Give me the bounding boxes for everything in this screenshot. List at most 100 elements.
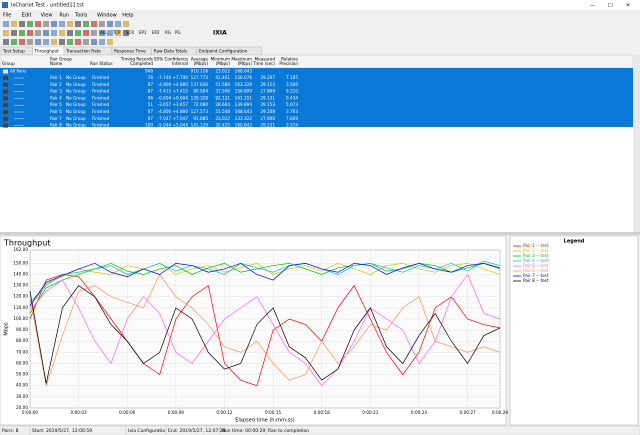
column-header[interactable]: (Mbps) (216, 61, 231, 66)
legend-entry[interactable]: Pair 3 -- test (523, 253, 549, 258)
legend-entry[interactable]: Pair 7 -- test (523, 273, 549, 278)
toolbar-button[interactable] (11, 30, 17, 36)
toolbar-button[interactable] (83, 30, 89, 36)
toolbar-button[interactable] (123, 30, 129, 36)
legend-entry[interactable]: Pair 8 -- test (523, 278, 549, 283)
toolbar-button[interactable] (43, 30, 49, 36)
toolbar-button[interactable] (19, 21, 25, 27)
table-cell[interactable]: Pair 5 (50, 102, 62, 107)
column-header[interactable]: Interval (172, 61, 188, 66)
toolbar-button[interactable] (11, 21, 17, 27)
menu-item[interactable]: Help (122, 13, 133, 19)
toolbar-button[interactable] (19, 39, 25, 45)
toolbar-button[interactable] (83, 39, 89, 45)
column-header[interactable]: 95% Confidence (154, 57, 189, 62)
toolbar-button[interactable] (99, 30, 105, 36)
toolbar-button[interactable] (27, 30, 33, 36)
toolbar-button[interactable] (43, 39, 49, 45)
toolbar-button[interactable] (51, 30, 57, 36)
toolbar-button[interactable] (59, 39, 65, 45)
toolbar-button[interactable] (115, 30, 121, 36)
toolbar-button[interactable] (99, 39, 105, 45)
filter-button[interactable]: ALL (100, 30, 108, 35)
splitter[interactable] (0, 232, 640, 235)
filter-button[interactable]: PG (175, 30, 181, 35)
column-header[interactable]: Timing Records (120, 57, 153, 62)
toolbar-button[interactable] (83, 21, 89, 27)
tab-label[interactable]: Raw Data Totals (154, 49, 187, 54)
legend-entry[interactable]: Pair 2 -- test (523, 248, 549, 253)
legend-entry[interactable]: Pair 5 -- test (523, 263, 549, 268)
table-cell[interactable]: Pair 6 (50, 109, 62, 114)
toolbar-button[interactable] (3, 30, 9, 36)
toolbar-button[interactable] (75, 39, 81, 45)
toolbar-button[interactable] (35, 21, 41, 27)
close[interactable]: ✕ (626, 3, 630, 9)
filter-button[interactable]: EP2 (152, 30, 160, 35)
scrollbar[interactable] (633, 55, 640, 232)
toolbar-button[interactable] (91, 39, 97, 45)
menu-item[interactable]: Tools (74, 13, 88, 19)
toolbar-button[interactable] (27, 39, 33, 45)
filter-button[interactable]: SCR (126, 30, 134, 35)
toolbar-button[interactable] (51, 39, 57, 45)
column-header[interactable]: (Mbps) (238, 61, 253, 66)
toolbar-button[interactable] (107, 21, 113, 27)
toolbar-button[interactable] (35, 39, 41, 45)
toolbar-button[interactable] (59, 21, 65, 27)
toolbar-button[interactable] (67, 39, 73, 45)
column-header[interactable]: Time (sec) (252, 61, 275, 66)
menu-item[interactable]: View (41, 13, 53, 19)
toolbar-button[interactable] (67, 21, 73, 27)
toolbar-button[interactable] (3, 39, 9, 45)
column-header[interactable]: Name (50, 61, 63, 66)
column-header[interactable]: Precision (279, 61, 298, 66)
column-header[interactable]: Group (2, 61, 15, 66)
tab-label[interactable]: Transaction Rate (65, 49, 101, 54)
filter-button[interactable]: RG (165, 30, 171, 35)
row-label[interactable]: All Pairs (10, 69, 27, 74)
toolbar-button[interactable] (3, 21, 9, 27)
column-header[interactable]: Run Status (90, 61, 113, 66)
table-cell[interactable]: Pair 2 (50, 82, 62, 87)
toolbar-button[interactable] (91, 21, 97, 27)
tab-label[interactable]: Response Time (114, 49, 146, 54)
menu-item[interactable]: Edit (22, 13, 32, 19)
filter-button[interactable]: TCP (112, 30, 121, 35)
column-header[interactable]: Average (191, 57, 209, 62)
column-header[interactable]: Relative (281, 57, 298, 62)
legend-entry[interactable]: Pair 1 -- test (523, 243, 549, 248)
toolbar-button[interactable] (115, 21, 121, 27)
table-cell[interactable]: Pair 7 (50, 116, 62, 121)
toolbar-button[interactable] (123, 21, 129, 27)
legend-entry[interactable]: Pair 4 -- test (523, 258, 549, 263)
toolbar-button[interactable] (67, 30, 73, 36)
tab-label[interactable]: Throughput (34, 49, 60, 54)
toolbar-button[interactable] (35, 30, 41, 36)
toolbar-button[interactable] (27, 21, 33, 27)
toolbar-button[interactable] (59, 30, 65, 36)
toolbar-button[interactable] (107, 39, 113, 45)
toolbar-button[interactable] (75, 21, 81, 27)
table-cell[interactable]: Pair 4 (50, 95, 62, 100)
menu-item[interactable]: Window (97, 13, 117, 19)
toolbar-button[interactable] (19, 30, 25, 36)
toolbar-button[interactable] (75, 30, 81, 36)
table-cell[interactable]: Pair 8 (50, 123, 62, 128)
toolbar-button[interactable] (11, 39, 17, 45)
toolbar-button[interactable] (51, 21, 57, 27)
menu-item[interactable]: Run (59, 13, 69, 19)
tab-label[interactable]: Test Setup (2, 49, 25, 54)
toolbar-button[interactable] (43, 21, 49, 27)
minimize[interactable]: — (590, 3, 595, 9)
column-header[interactable]: Maximum (231, 57, 252, 62)
column-header[interactable]: Minimum (211, 57, 230, 62)
toolbar-button[interactable] (99, 21, 105, 27)
table-cell[interactable]: Pair 1 (50, 75, 62, 80)
column-header[interactable]: Measured (255, 57, 276, 62)
toolbar-button[interactable] (91, 30, 97, 36)
maximize[interactable]: □ (608, 3, 613, 9)
column-header[interactable]: Pair Group (50, 57, 72, 62)
menu-item[interactable]: File (3, 13, 11, 19)
table-cell[interactable]: Pair 3 (50, 89, 62, 94)
